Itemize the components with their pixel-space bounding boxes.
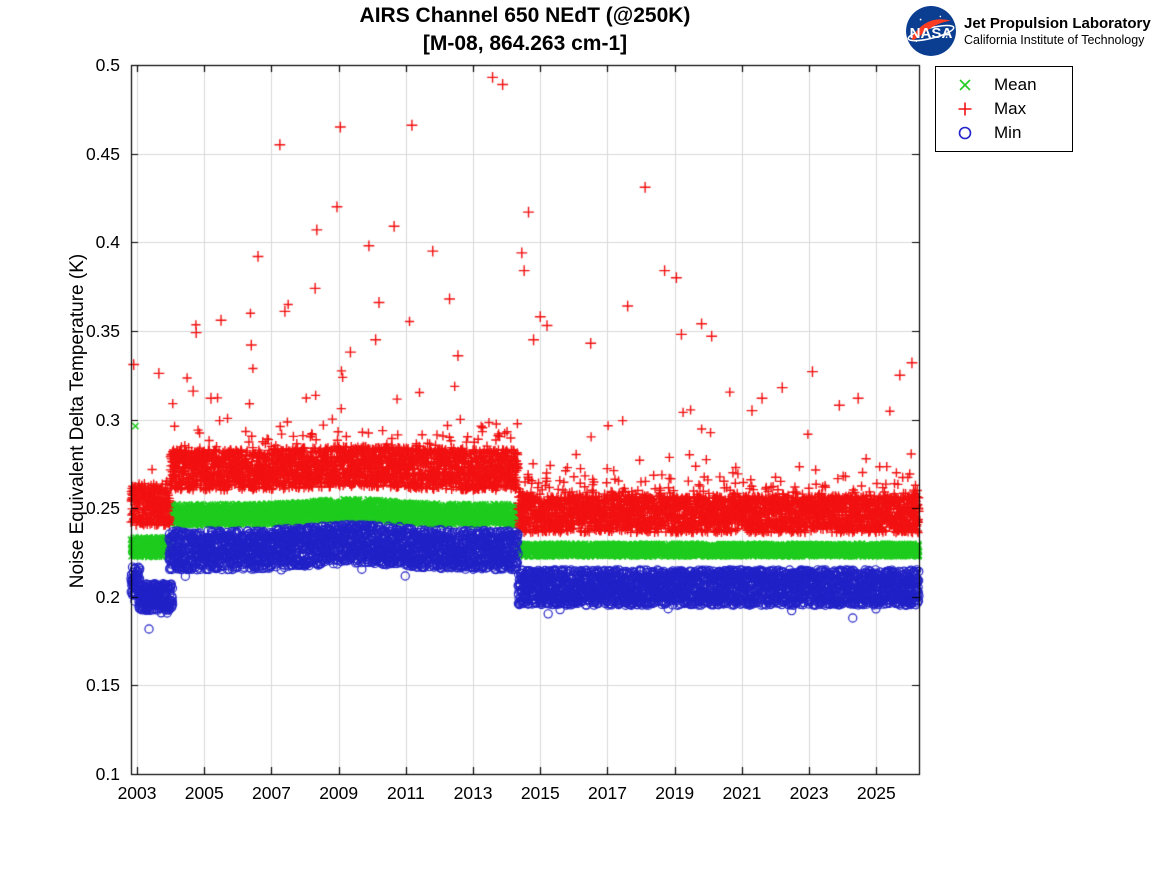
x-tick-label: 2021 xyxy=(722,783,762,803)
y-tick-label: 0.5 xyxy=(95,55,120,75)
jpl-logo-block: NASA Jet Propulsion Laboratory Californi… xyxy=(905,5,1151,57)
x-tick-label: 2015 xyxy=(520,783,560,803)
x-tick-label: 2019 xyxy=(655,783,695,803)
nasa-logo-text: NASA xyxy=(910,25,953,42)
chart-title: AIRS Channel 650 NEdT (@250K) xyxy=(359,4,691,27)
y-tick-label: 0.35 xyxy=(85,320,120,341)
y-tick-label: 0.1 xyxy=(95,764,120,784)
x-tick-label: 2003 xyxy=(117,783,157,803)
legend-label: Mean xyxy=(994,75,1037,94)
y-tick-label: 0.15 xyxy=(85,675,120,696)
jpl-org-name: Jet Propulsion Laboratory xyxy=(964,14,1151,32)
x-tick-label: 2023 xyxy=(789,783,829,803)
x-tick-label: 2013 xyxy=(453,783,493,803)
y-tick-label: 0.45 xyxy=(85,143,120,164)
legend-label: Min xyxy=(994,123,1022,142)
legend-item-max: Max xyxy=(936,97,1072,121)
legend-item-mean: Mean xyxy=(936,73,1072,97)
legend-marker-+-icon xyxy=(936,100,994,118)
x-tick-label: 2005 xyxy=(184,783,224,803)
y-tick-label: 0.25 xyxy=(85,498,120,519)
y-tick-label: 0.4 xyxy=(95,232,120,253)
legend: Mean Max Min xyxy=(935,66,1073,152)
x-tick-label: 2007 xyxy=(251,783,291,803)
y-tick-label: 0.2 xyxy=(95,586,120,607)
legend-marker-o-icon xyxy=(936,124,994,142)
jpl-caltech-name: California Institute of Technology xyxy=(964,32,1145,47)
x-tick-label: 2025 xyxy=(856,783,896,803)
x-tick-label: 2009 xyxy=(319,783,359,803)
y-tick-label: 0.3 xyxy=(95,409,120,430)
nasa-logo-icon: NASA xyxy=(906,6,956,56)
chart-subtitle: [M-08, 864.263 cm-1] xyxy=(422,32,628,55)
legend-item-min: Min xyxy=(936,121,1072,145)
x-tick-label: 2011 xyxy=(387,783,425,803)
x-tick-label: 2017 xyxy=(588,783,627,803)
legend-marker-x-icon xyxy=(936,76,994,94)
legend-label: Max xyxy=(994,99,1027,118)
